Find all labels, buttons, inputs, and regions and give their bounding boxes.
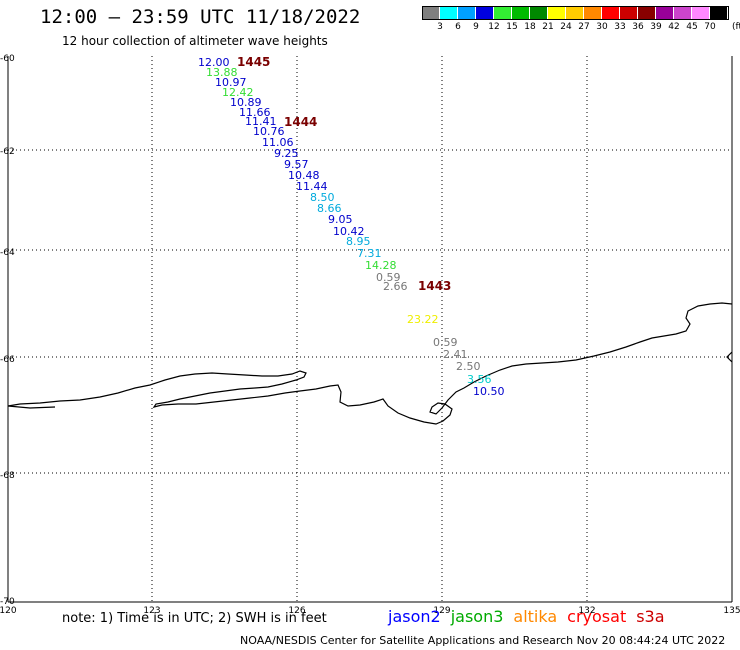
legend-label: 18 [524,22,536,32]
legend-label: 30 [596,22,608,32]
wave-height-value: 10.50 [473,385,505,398]
wave-height-value: 0.59 [376,271,401,284]
legend-swatch [440,6,457,20]
wave-height-value: 0.59 [433,336,458,349]
map-title: 12:00 – 23:59 UTC 11/18/2022 [40,6,361,28]
legend-label: 15 [506,22,518,32]
wave-height-value: 14.28 [365,259,397,272]
legend-swatch [602,6,619,20]
longitude-label: 123 [143,606,160,616]
wave-height-value: 7.31 [357,247,382,260]
latitude-label: -64 [0,248,15,258]
legend-label: 27 [578,22,590,32]
legend-swatch [512,6,529,20]
legend-swatch [638,6,655,20]
satellite-name: jason2 [388,607,441,626]
satellite-name: jason3 [450,607,504,626]
legend-swatch [710,6,727,20]
legend-label: 6 [455,22,461,32]
wave-height-value: 10.76 [253,125,285,138]
legend-swatch [494,6,511,20]
legend-swatch [692,6,709,20]
wave-height-value: 12.42 [222,86,254,99]
legend-swatch [476,6,493,20]
wave-height-value: 8.95 [346,235,371,248]
legend-label: 24 [560,22,572,32]
longitude-label: 120 [0,606,17,616]
antarctic-coastline [7,302,733,425]
legend-swatch [566,6,583,20]
legend-swatch [584,6,601,20]
legend-label: 9 [473,22,479,32]
legend-label: 45 [686,22,698,32]
longitude-label: 129 [433,606,450,616]
latitude-label: -66 [0,355,15,365]
wave-height-value: 23.22 [407,313,439,326]
wave-height-value: 2.41 [443,348,468,361]
credit-line: NOAA/NESDIS Center for Satellite Applica… [240,634,726,647]
legend-unit: (ft) [732,22,740,32]
orbit-number: 1443 [418,279,451,293]
legend-label: 36 [632,22,644,32]
legend-swatch [620,6,637,20]
legend-label: 42 [668,22,680,32]
legend-swatch [548,6,565,20]
legend-label: 33 [614,22,626,32]
wave-height-value: 12.00 [198,56,230,69]
legend-label: 70 [704,22,716,32]
legend-swatch [674,6,691,20]
wave-height-value: 3.56 [467,373,492,386]
latitude-label: -70 [0,597,15,607]
legend-swatch [422,6,439,20]
wave-height-value: 2.50 [456,360,481,373]
longitude-label: 126 [288,606,305,616]
latitude-label: -68 [0,471,15,481]
legend-swatch [458,6,475,20]
wave-height-value: 2.66 [383,280,408,293]
wave-height-value: 10.42 [333,225,365,238]
wave-height-value: 10.97 [215,76,247,89]
wave-height-value: 10.48 [288,169,320,182]
wave-height-value: 10.89 [230,96,262,109]
orbit-number: 1444 [284,115,317,129]
coastline-bay [7,405,56,409]
legend-label: 21 [542,22,554,32]
wave-height-value: 9.25 [274,147,299,160]
wave-height-value: 8.50 [310,191,335,204]
latitude-label: -62 [0,147,15,157]
wave-height-value: 8.66 [317,202,342,215]
satellite-name: cryosat [567,607,627,626]
wave-height-value: 9.57 [284,158,309,171]
longitude-label: 132 [578,606,595,616]
satellite-name: altika [513,607,558,626]
graticule [8,56,732,602]
legend-label: 3 [437,22,443,32]
units-note: note: 1) Time is in UTC; 2) SWH is in fe… [62,611,327,626]
wave-height-value: 11.66 [239,106,271,119]
longitude-label: 135 [723,606,740,616]
satellite-legend: jason2 jason3 altika cryosat s3a [388,607,675,626]
legend-swatch [656,6,673,20]
wave-height-value: 13.88 [206,66,238,79]
wave-height-value: 11.41 [245,115,277,128]
legend-swatch [530,6,547,20]
legend-label: 39 [650,22,662,32]
map-subtitle: 12 hour collection of altimeter wave hei… [62,34,328,48]
satellite-name: s3a [636,607,665,626]
coastline-island [726,351,733,363]
wave-height-value: 11.44 [296,180,328,193]
legend-label: 12 [488,22,500,32]
latitude-label: -60 [0,54,15,64]
wave-height-value: 9.05 [328,213,353,226]
orbit-number: 1445 [237,55,270,69]
wave-height-value: 11.06 [262,136,294,149]
